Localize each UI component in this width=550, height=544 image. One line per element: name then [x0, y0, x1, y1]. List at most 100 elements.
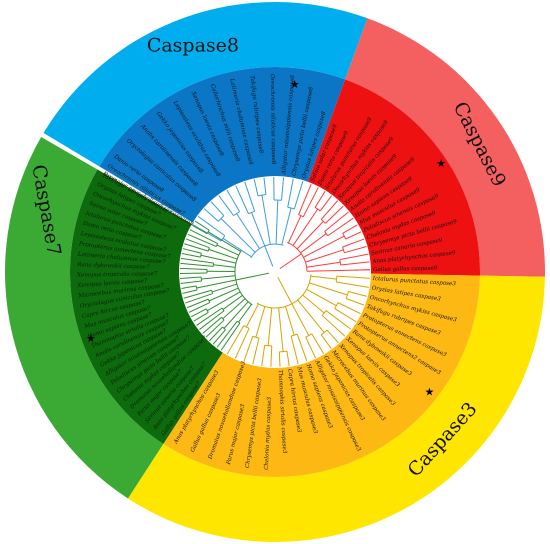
caspase3-internal-branch: [278, 307, 284, 352]
caspase7-tip-branch: [180, 262, 214, 267]
caspase3-node-arc: [320, 329, 328, 336]
caspase7-internal-branch: [216, 244, 239, 256]
caspase7-tip-branch: [189, 229, 218, 244]
caspase8-tip-branch: [210, 201, 225, 217]
caspase7-node-arc: [207, 247, 210, 252]
caspase7-tip-branch: [199, 310, 225, 330]
caspase7-tip-branch: [194, 220, 210, 231]
caspase3-tip-branch: [252, 337, 260, 365]
caspase7-outer-sector: [4, 137, 164, 499]
caspase3-internal-branch: [310, 275, 337, 280]
caspase7-tip-branch: [181, 285, 197, 289]
caspase3-tip-branch: [261, 345, 266, 367]
caspase7-star-marker: ★: [86, 332, 96, 345]
caspase9-tip-branch: [302, 187, 319, 218]
caspase3-internal-branch: [309, 282, 348, 296]
caspase3-stem: [277, 277, 293, 305]
caspase7-tip-branch: [220, 322, 241, 351]
leaf-label: Xenopus tropicalis caspase7: [76, 271, 158, 278]
caspase3-tip-branch: [336, 281, 369, 288]
caspase9-tip-branch: [345, 231, 362, 240]
caspase8-internal-branch: [220, 218, 256, 253]
caspase3-tip-branch: [346, 298, 365, 306]
caspase3-internal-branch: [302, 294, 325, 314]
caspase7-inner-sector: [69, 169, 223, 444]
caspase3-tip-branch: [290, 335, 299, 365]
caspase7-tip-branch: [193, 311, 209, 322]
leaf-label: Thamnophis sirtalis caspase3: [277, 370, 287, 454]
caspase3-tip-branch: [286, 351, 290, 367]
caspase3-internal-branch: [255, 306, 266, 338]
caspase7-stem: [235, 272, 270, 281]
caspase3-node-arc: [334, 302, 339, 309]
caspase7-tip-branch: [196, 307, 223, 326]
caspase3-star-marker: ★: [425, 386, 435, 399]
tree-branches: [180, 177, 370, 367]
caspase9-tip-branch: [339, 253, 369, 261]
caspase3-node-arc: [279, 350, 288, 353]
caspase3-internal-branch: [306, 288, 337, 307]
caspase8-tip-branch: [235, 185, 249, 214]
caspase8-tip-branch: [226, 189, 241, 212]
caspase8-tip-branch: [253, 179, 259, 196]
caspase8-tip-branch: [287, 178, 294, 208]
caspase7-tip-branch: [180, 267, 208, 270]
caspase8-tip-branch: [281, 177, 285, 201]
caspase9-tip-branch: [324, 211, 349, 232]
caspase3-tip-branch: [337, 302, 361, 315]
caspase8-tip-branch: [197, 215, 226, 237]
caspase9-internal-branch: [296, 221, 324, 250]
caspase9-star-marker: ★: [436, 157, 446, 170]
caspase8-tip-branch: [218, 195, 234, 216]
caspase8-internal-branch: [236, 213, 261, 249]
caspase3-tip-branch: [278, 351, 281, 367]
leaf-label: Rana dybowskii caspase7: [76, 262, 150, 271]
caspase7-internal-branch: [196, 279, 236, 289]
caspase7-internal-branch: [201, 275, 236, 280]
caspase7-tip-branch: [192, 224, 208, 235]
caspase3-tip-branch: [334, 308, 357, 323]
caspase7-tip-branch: [191, 308, 207, 318]
caspase8-tip-branch: [293, 181, 304, 210]
caspase9-internal-branch: [292, 208, 319, 246]
caspase3-tip-branch: [234, 328, 250, 359]
caspase8-internal-branch: [281, 207, 292, 245]
caspase7-tip-branch: [187, 233, 217, 248]
caspase8-node-arc: [248, 210, 255, 215]
caspase3-internal-branch: [267, 307, 273, 346]
caspase9-internal-branch: [300, 233, 327, 254]
caspase3-internal-branch: [291, 303, 310, 336]
caspase3-internal-branch: [284, 306, 295, 336]
caspase9-tip-branch: [342, 238, 365, 248]
caspase3-tip-branch: [326, 329, 339, 344]
caspase8-internal-branch: [261, 195, 271, 245]
caspase7-tip-branch: [180, 280, 202, 284]
caspase9-tip-branch: [320, 200, 339, 220]
caspase7-internal-branch: [238, 304, 252, 323]
caspase3-tip-branch: [226, 325, 245, 355]
leaf-label: Xenopus laevis caspase7: [76, 278, 148, 289]
caspase7-tip-branch: [212, 329, 226, 345]
caspase3-root-arc: [256, 274, 312, 309]
caspase9-tip-branch: [314, 191, 326, 208]
caspase9-tip-branch: [319, 195, 332, 212]
caspase7-tip-branch: [186, 298, 209, 309]
caspase9-outer-sector: [345, 18, 545, 277]
caspase7-node-arc: [211, 290, 214, 294]
caspase7-internal-branch: [208, 287, 239, 302]
caspase7-internal-branch: [207, 231, 241, 252]
caspase7-internal-branch: [223, 301, 249, 329]
caspase8-internal-branch: [222, 237, 252, 258]
caspase7-tip-branch: [202, 316, 222, 334]
star-markers: ★ ★ ★ ★: [86, 78, 446, 399]
caspase9-internal-branch: [303, 235, 345, 258]
clade-sectors: [4, 1, 545, 542]
caspase9-node-arc: [314, 207, 321, 212]
caspase7-tip-branch: [181, 252, 201, 258]
caspase7-root-arc: [234, 250, 253, 306]
caspase8-star-marker: ★: [290, 78, 300, 91]
caspase7-tip-branch: [188, 302, 211, 313]
caspase7-internal-branch: [222, 298, 246, 320]
caspase8-internal-branch: [251, 212, 266, 247]
leaf-label: Ictalurus punctatus caspase3: [372, 276, 457, 288]
